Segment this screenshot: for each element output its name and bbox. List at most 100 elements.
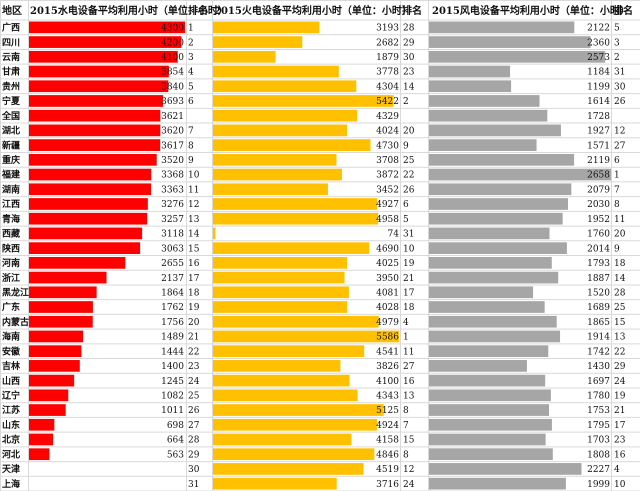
region-label: 河北: [2, 448, 20, 460]
thermal-rank-label: 12: [403, 465, 414, 475]
wind-value-label: 2360: [587, 38, 610, 48]
header-hydro-title: 2015水电设备平均利用小时（单位：小时）: [30, 4, 228, 17]
wind-rank-label: 10: [614, 480, 626, 490]
wind-rank-label: 13: [614, 333, 626, 343]
wind-value-label: 1760: [587, 230, 610, 240]
hydro-bar: [29, 153, 157, 166]
wind-rank-label: 29: [614, 362, 626, 372]
wind-value-label: 1795: [587, 421, 610, 431]
region-label: 陕西: [2, 242, 20, 254]
hydro-rank-label: 26: [188, 406, 200, 416]
wind-bar: [429, 168, 611, 181]
hydro-bar: [29, 360, 80, 372]
hydro-rank-label: 12: [188, 200, 199, 210]
thermal-value-label: 4343: [376, 392, 399, 402]
thermal-rank-label: 14: [403, 82, 415, 92]
thermal-rank-label: 24: [403, 480, 415, 490]
thermal-rank-label: 4: [403, 318, 409, 328]
hydro-rank-label: 11: [188, 185, 199, 195]
thermal-value-label: 3826: [376, 362, 399, 372]
thermal-value-label: 4730: [376, 141, 399, 151]
wind-rank-label: 14: [614, 274, 626, 284]
hydro-rank-label: 9: [188, 156, 194, 166]
hydro-bar: [29, 139, 161, 151]
wind-bar: [429, 65, 511, 78]
hydro-bar: [29, 389, 69, 402]
wind-rank-label: 20: [614, 230, 626, 240]
hydro-value-label: 3621: [161, 112, 184, 122]
hydro-rank-label: 14: [188, 230, 200, 240]
hydro-rank-label: 15: [188, 244, 200, 254]
thermal-value-label: 3872: [376, 171, 399, 181]
thermal-value-label: 4329: [376, 112, 399, 122]
thermal-bar: [213, 477, 337, 490]
thermal-value-label: 4541: [376, 347, 399, 357]
region-label: 新疆: [2, 139, 20, 151]
wind-bar: [429, 433, 546, 446]
thermal-bar: [213, 286, 349, 299]
hydro-rank-label: 29: [188, 450, 200, 460]
hydro-value-label: 3063: [161, 244, 184, 254]
wind-rank-label: 6: [614, 156, 620, 166]
hydro-bar: [29, 36, 182, 48]
thermal-bar: [213, 153, 337, 166]
hydro-bar: [29, 95, 163, 107]
thermal-rank-label: 16: [403, 377, 415, 387]
thermal-rank-label: 6: [403, 200, 409, 210]
hydro-bar: [29, 183, 152, 196]
wind-bar: [429, 374, 546, 387]
hydro-value-label: 3854: [161, 68, 184, 78]
hydro-rank-label: 7: [188, 127, 194, 137]
region-label: 广东: [2, 301, 20, 313]
region-label: 海南: [2, 331, 20, 343]
table-header: 地区 2015水电设备平均利用小时（单位：小时） 排名 2015火电设备平均利用…: [2, 4, 633, 17]
thermal-value-label: 1879: [376, 53, 399, 63]
region-label: 山东: [2, 419, 20, 431]
hydro-value-label: 664: [167, 436, 184, 446]
thermal-value-label: 5422: [376, 97, 399, 107]
hydro-bar: [29, 124, 161, 137]
hydro-rank-label: 28: [188, 436, 200, 446]
thermal-bar: [213, 448, 375, 461]
thermal-rank-label: 7: [403, 421, 409, 431]
thermal-rank-label: 20: [403, 127, 415, 137]
thermal-bar: [213, 21, 320, 34]
hydro-bar: [29, 198, 148, 210]
wind-value-label: 1865: [587, 318, 610, 328]
hydro-bar: [29, 65, 169, 78]
wind-value-label: 2573: [587, 53, 610, 63]
wind-bar: [429, 257, 552, 269]
hydro-value-label: 1762: [161, 303, 184, 313]
hydro-rank-label: 10: [188, 171, 200, 181]
hydro-rank-label: 6: [188, 97, 194, 107]
thermal-rank-label: 26: [403, 185, 415, 195]
hydro-value-label: 3617: [161, 141, 184, 151]
wind-value-label: 1697: [587, 377, 610, 387]
wind-bar: [429, 109, 548, 122]
wind-bar: [429, 242, 567, 254]
hydro-value-label: 1756: [161, 318, 184, 328]
wind-rank-label: 28: [614, 288, 626, 298]
wind-rank-label: 12: [614, 127, 625, 137]
region-label: 广西: [2, 22, 20, 34]
thermal-value-label: 2682: [376, 38, 399, 48]
wind-bar: [429, 80, 512, 93]
thermal-rank-label: 2: [403, 97, 409, 107]
thermal-rank-label: 23: [403, 68, 415, 78]
hydro-bar: [29, 242, 141, 254]
thermal-bar: [213, 330, 399, 343]
hydro-bar: [29, 433, 54, 446]
wind-value-label: 1793: [587, 259, 610, 269]
hydro-value-label: 3257: [161, 215, 184, 225]
hydro-value-label: 3520: [161, 156, 184, 166]
thermal-rank-label: 27: [403, 362, 415, 372]
thermal-bar: [213, 345, 365, 358]
thermal-rank-label: 9: [403, 141, 409, 151]
wind-bar: [429, 198, 568, 210]
hydro-value-label: 563: [167, 450, 184, 460]
region-label: 湖南: [2, 183, 20, 195]
thermal-bar: [213, 404, 384, 416]
hydro-rank-label: 20: [188, 318, 200, 328]
thermal-bar: [213, 168, 342, 181]
